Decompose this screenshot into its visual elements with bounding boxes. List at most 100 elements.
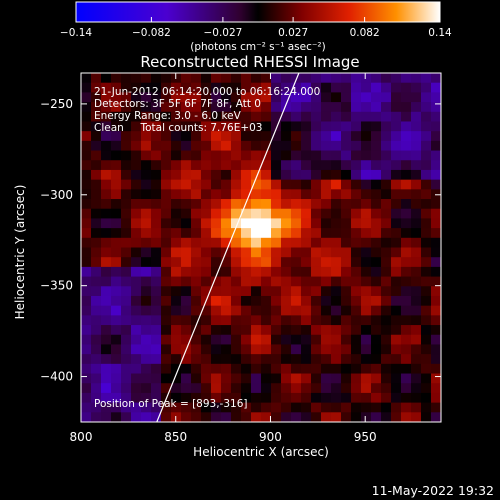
heatmap-cell: [311, 189, 322, 200]
heatmap-cell: [411, 334, 422, 346]
heatmap-cell: [261, 131, 272, 142]
heatmap-cell: [161, 228, 172, 239]
heatmap-cell: [131, 121, 142, 132]
heatmap-cell: [381, 237, 392, 249]
colorbar-unit-label: (photons cm⁻² s⁻¹ asec⁻²): [190, 41, 325, 53]
heatmap-cell: [261, 295, 272, 307]
heatmap-cell: [101, 189, 112, 200]
heatmap-cell: [311, 402, 322, 413]
heatmap-cell: [171, 131, 182, 142]
heatmap-cell: [371, 334, 382, 346]
heatmap-cell: [271, 373, 282, 384]
heatmap-cell: [251, 344, 262, 355]
heatmap-cell: [101, 218, 112, 229]
heatmap-cell: [391, 247, 402, 258]
heatmap-cell: [91, 354, 102, 365]
heatmap-cell: [111, 363, 122, 375]
heatmap-cell: [331, 111, 342, 123]
heatmap-cell: [371, 82, 382, 93]
heatmap-cell: [161, 257, 172, 268]
heatmap-cell: [191, 121, 202, 132]
heatmap-cell: [181, 402, 192, 413]
x-tick-label: 950: [354, 430, 377, 444]
heatmap-cell: [121, 73, 132, 84]
heatmap-cell: [371, 354, 382, 365]
heatmap-cell: [111, 247, 122, 258]
heatmap-cell: [101, 383, 112, 394]
heatmap-cell: [261, 305, 272, 316]
heatmap-cell: [181, 218, 192, 229]
heatmap-cell: [281, 199, 292, 210]
heatmap-cell: [431, 228, 441, 239]
heatmap-cell: [371, 160, 382, 171]
heatmap-cell: [191, 73, 202, 84]
heatmap-cell: [221, 82, 232, 93]
heatmap-cell: [101, 354, 112, 365]
heatmap-cell: [301, 121, 312, 132]
heatmap-cell: [431, 383, 441, 394]
heatmap-cell: [421, 150, 432, 161]
heatmap-cell: [301, 286, 312, 297]
heatmap-cell: [341, 295, 352, 307]
heatmap-cell: [321, 392, 332, 404]
heatmap-cell: [431, 363, 441, 375]
heatmap-cell: [161, 189, 172, 200]
heatmap-cell: [351, 373, 362, 384]
heatmap-cell: [231, 160, 242, 171]
heatmap-cell: [421, 140, 432, 152]
heatmap-cell: [311, 315, 322, 326]
heatmap-cell: [371, 208, 382, 220]
heatmap-cell: [141, 325, 152, 336]
heatmap-cell: [401, 257, 412, 268]
heatmap-cell: [421, 92, 432, 103]
heatmap-cell: [251, 73, 262, 84]
heatmap-cell: [361, 111, 372, 123]
heatmap-cell: [91, 266, 102, 278]
heatmap-cell: [381, 363, 392, 375]
heatmap-cell: [221, 305, 232, 316]
heatmap-cell: [211, 150, 222, 161]
heatmap-cell: [321, 131, 332, 142]
heatmap-cell: [91, 199, 102, 210]
heatmap-cell: [281, 169, 292, 181]
heatmap-cell: [191, 373, 202, 384]
heatmap-cell: [161, 295, 172, 307]
heatmap-cell: [331, 315, 342, 326]
heatmap-cell: [411, 363, 422, 375]
heatmap-cell: [191, 140, 202, 152]
heatmap-cell: [291, 111, 302, 123]
heatmap-cell: [371, 266, 382, 278]
heatmap-cell: [381, 257, 392, 268]
heatmap-cell: [211, 412, 222, 422]
heatmap-cell: [251, 315, 262, 326]
heatmap-cell: [101, 169, 112, 181]
heatmap-cell: [121, 121, 132, 132]
heatmap-cell: [231, 102, 242, 113]
heatmap-cell: [81, 92, 92, 103]
heatmap-cell: [151, 354, 162, 365]
heatmap-cell: [401, 334, 412, 346]
heatmap-cell: [211, 305, 222, 316]
heatmap-cell: [271, 131, 282, 142]
heatmap-cell: [291, 218, 302, 229]
heatmap-cell: [91, 383, 102, 394]
heatmap-cell: [141, 383, 152, 394]
heatmap-cell: [171, 111, 182, 123]
heatmap-cell: [361, 189, 372, 200]
heatmap-cell: [321, 305, 332, 316]
heatmap-cell: [411, 111, 422, 123]
heatmap-cell: [381, 218, 392, 229]
heatmap-cell: [201, 169, 212, 181]
heatmap-cell: [221, 102, 232, 113]
heatmap-cell: [231, 92, 242, 103]
heatmap-cell: [191, 286, 202, 297]
heatmap-cell: [241, 412, 252, 422]
heatmap-cell: [331, 82, 342, 93]
heatmap-cell: [241, 82, 252, 93]
heatmap-cell: [231, 305, 242, 316]
heatmap-cell: [401, 354, 412, 365]
heatmap-cell: [171, 150, 182, 161]
heatmap-cell: [431, 402, 441, 413]
heatmap-cell: [151, 237, 162, 249]
heatmap-cell: [121, 102, 132, 113]
